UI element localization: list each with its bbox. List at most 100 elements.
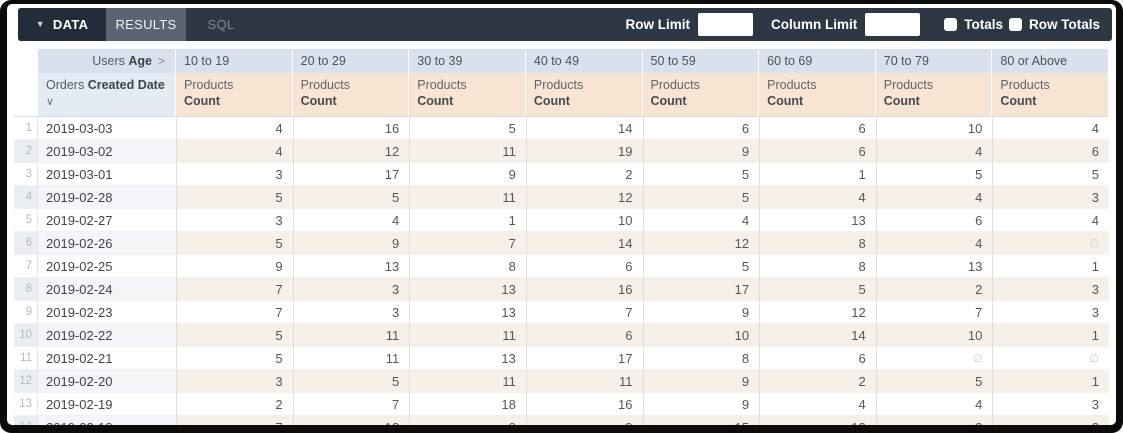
measure-value-cell[interactable]: 5 — [875, 163, 993, 186]
measure-value-cell[interactable]: 19 — [525, 140, 643, 163]
measure-value-cell[interactable]: 6 — [875, 209, 993, 232]
measure-value-cell[interactable]: 4 — [642, 209, 760, 232]
measure-value-cell[interactable]: 5 — [176, 186, 293, 209]
measure-value-cell[interactable]: 3 — [176, 209, 293, 232]
row-dimension-value[interactable]: 2019-02-25 — [38, 255, 176, 278]
measure-value-cell[interactable]: 17 — [525, 347, 643, 370]
pivot-column-header[interactable]: 70 to 79 — [875, 49, 993, 73]
measure-value-cell[interactable]: 3 — [176, 370, 293, 393]
measure-value-cell[interactable]: 5 — [409, 117, 526, 140]
measure-value-cell[interactable]: 7 — [176, 278, 293, 301]
measure-value-cell-null[interactable]: ∅ — [875, 347, 993, 370]
measure-value-cell[interactable]: 4 — [176, 117, 293, 140]
measure-value-cell[interactable]: 14 — [759, 324, 876, 347]
pivot-dimension-header[interactable]: Users Age > — [38, 49, 176, 73]
measure-value-cell[interactable]: 11 — [409, 370, 526, 393]
row-dimension-value[interactable]: 2019-02-27 — [38, 209, 176, 232]
measure-value-cell[interactable]: 13 — [409, 301, 526, 324]
row-dimension-value[interactable]: 2019-02-24 — [38, 278, 176, 301]
row-dimension-value[interactable]: 2019-02-26 — [38, 232, 176, 255]
row-dimension-value[interactable]: 2019-02-19 — [38, 393, 176, 416]
row-dimension-value[interactable]: 2019-02-28 — [38, 186, 176, 209]
measure-value-cell[interactable]: 2 — [759, 370, 876, 393]
measure-value-cell[interactable]: 3 — [176, 163, 293, 186]
measure-value-cell[interactable]: 9 — [409, 163, 526, 186]
measure-value-cell[interactable]: 13 — [409, 278, 526, 301]
measure-header-cell[interactable]: Products Count — [875, 73, 993, 117]
row-dimension-value[interactable]: 2019-02-22 — [38, 324, 176, 347]
measure-value-cell[interactable]: 14 — [525, 232, 643, 255]
measure-value-cell[interactable]: 4 — [875, 232, 993, 255]
measure-value-cell[interactable]: 10 — [642, 324, 760, 347]
measure-value-cell[interactable]: 16 — [525, 278, 643, 301]
measure-value-cell[interactable]: 11 — [409, 140, 526, 163]
measure-value-cell[interactable]: 6 — [992, 140, 1109, 163]
measure-value-cell[interactable]: 13 — [759, 209, 876, 232]
row-dimension-value[interactable]: 2019-03-03 — [38, 117, 176, 140]
measure-value-cell[interactable]: 6 — [759, 140, 876, 163]
row-dimension-value[interactable]: 2019-02-21 — [38, 347, 176, 370]
measure-value-cell[interactable]: 11 — [409, 324, 526, 347]
measure-value-cell[interactable]: 13 — [759, 416, 876, 425]
measure-value-cell[interactable]: 12 — [292, 416, 410, 425]
row-dimension-value[interactable]: 2019-02-23 — [38, 301, 176, 324]
measure-value-cell[interactable]: 2 — [992, 416, 1109, 425]
measure-value-cell[interactable]: 17 — [292, 163, 410, 186]
measure-value-cell[interactable]: 6 — [759, 117, 876, 140]
measure-value-cell[interactable]: 12 — [759, 301, 876, 324]
measure-value-cell[interactable]: 9 — [292, 232, 410, 255]
column-limit-input[interactable] — [865, 13, 921, 36]
measure-value-cell[interactable]: 10 — [525, 209, 643, 232]
measure-value-cell[interactable]: 6 — [642, 117, 760, 140]
measure-value-cell[interactable]: 10 — [875, 324, 993, 347]
measure-value-cell[interactable]: 4 — [875, 186, 993, 209]
measure-value-cell[interactable]: 3 — [992, 393, 1109, 416]
measure-value-cell[interactable]: 5 — [642, 186, 760, 209]
measure-value-cell[interactable]: 18 — [409, 393, 526, 416]
pivot-column-header[interactable]: 80 or Above — [992, 49, 1109, 73]
measure-value-cell[interactable]: 12 — [525, 186, 643, 209]
measure-value-cell[interactable]: 8 — [642, 347, 760, 370]
row-limit-input[interactable] — [697, 13, 753, 36]
measure-header-cell[interactable]: Products Count — [525, 73, 643, 117]
measure-value-cell[interactable]: 6 — [525, 255, 643, 278]
measure-value-cell[interactable]: 11 — [292, 347, 410, 370]
measure-value-cell[interactable]: 3 — [992, 278, 1109, 301]
measure-value-cell[interactable]: 3 — [292, 301, 410, 324]
measure-value-cell[interactable]: 5 — [992, 163, 1109, 186]
measure-value-cell[interactable]: 7 — [525, 301, 643, 324]
measure-value-cell[interactable]: 1 — [992, 255, 1109, 278]
measure-value-cell[interactable]: 11 — [409, 186, 526, 209]
row-dimension-value[interactable]: 2019-03-02 — [38, 140, 176, 163]
measure-value-cell[interactable]: 9 — [176, 255, 293, 278]
measure-value-cell[interactable]: 8 — [409, 255, 526, 278]
measure-value-cell[interactable]: 1 — [409, 209, 526, 232]
pivot-column-header[interactable]: 40 to 49 — [525, 49, 643, 73]
measure-value-cell[interactable]: 7 — [176, 416, 293, 425]
measure-value-cell[interactable]: 4 — [759, 186, 876, 209]
measure-value-cell[interactable]: 9 — [642, 370, 760, 393]
measure-value-cell[interactable]: 8 — [525, 416, 643, 425]
measure-value-cell[interactable]: 2 — [875, 278, 993, 301]
row-dimension-value[interactable]: 2019-03-01 — [38, 163, 176, 186]
measure-value-cell[interactable]: 5 — [875, 370, 993, 393]
measure-value-cell[interactable]: 5 — [176, 347, 293, 370]
measure-value-cell[interactable]: 7 — [292, 393, 410, 416]
measure-value-cell[interactable]: 7 — [875, 301, 993, 324]
measure-value-cell[interactable]: 10 — [875, 117, 993, 140]
measure-value-cell[interactable]: 5 — [292, 370, 410, 393]
measure-value-cell[interactable]: 6 — [759, 347, 876, 370]
pivot-column-header[interactable]: 60 to 69 — [759, 49, 876, 73]
measure-value-cell[interactable]: 4 — [875, 393, 993, 416]
tab-data[interactable]: ▼ DATA — [18, 8, 106, 41]
measure-header-cell[interactable]: Products Count — [292, 73, 410, 117]
measure-value-cell[interactable]: 8 — [759, 255, 876, 278]
measure-value-cell[interactable]: 16 — [525, 393, 643, 416]
measure-value-cell[interactable]: 16 — [292, 117, 410, 140]
measure-value-cell[interactable]: 8 — [759, 232, 876, 255]
measure-value-cell[interactable]: 5 — [292, 186, 410, 209]
pivot-column-header[interactable]: 30 to 39 — [409, 49, 526, 73]
row-dimension-header[interactable]: Orders Created Date ∨ — [38, 73, 176, 117]
measure-value-cell[interactable]: 14 — [525, 117, 643, 140]
row-dimension-value[interactable]: 2019-02-18 — [38, 416, 176, 425]
